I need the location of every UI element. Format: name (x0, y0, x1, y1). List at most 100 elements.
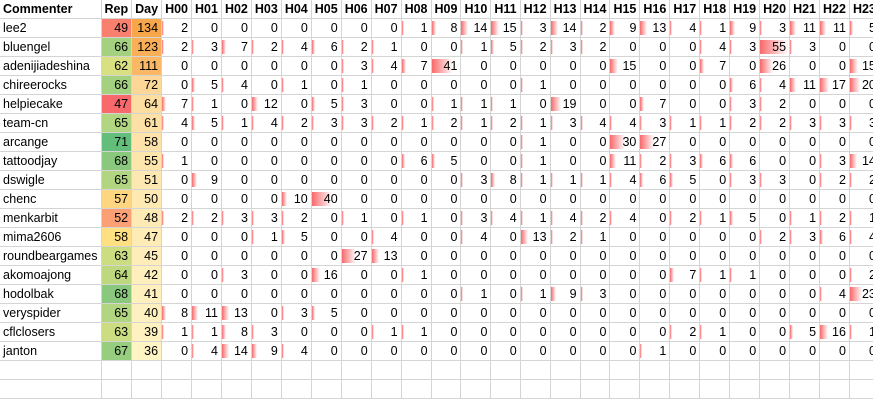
hour-cell[interactable]: 4 (609, 208, 641, 228)
commenter-cell[interactable]: mima2606 (0, 227, 102, 247)
commenter-cell[interactable]: roundbeargames (0, 246, 102, 266)
hour-cell[interactable]: 2 (819, 208, 850, 228)
column-header[interactable]: H16 (639, 0, 671, 19)
hour-cell[interactable]: 0 (699, 246, 731, 266)
hour-cell[interactable]: 11 (191, 303, 222, 323)
column-header[interactable]: H05 (311, 0, 342, 19)
hour-cell[interactable]: 55 (759, 37, 791, 57)
hour-cell[interactable]: 0 (729, 322, 761, 342)
empty-cell[interactable] (849, 379, 873, 399)
hour-cell[interactable]: 0 (431, 170, 462, 190)
hour-cell[interactable]: 5 (311, 94, 342, 114)
hour-cell[interactable]: 7 (221, 37, 252, 57)
hour-cell[interactable]: 2 (281, 113, 312, 133)
hour-cell[interactable]: 7 (401, 56, 432, 76)
hour-cell[interactable]: 0 (550, 189, 581, 209)
hour-cell[interactable]: 0 (401, 37, 432, 57)
hour-cell[interactable]: 0 (191, 246, 222, 266)
hour-cell[interactable]: 0 (819, 94, 850, 114)
hour-cell[interactable]: 4 (609, 113, 641, 133)
day-cell[interactable]: 42 (131, 265, 163, 285)
hour-cell[interactable]: 0 (849, 189, 873, 209)
hour-cell[interactable]: 0 (609, 37, 641, 57)
hour-cell[interactable]: 0 (639, 75, 671, 95)
hour-cell[interactable]: 0 (699, 303, 731, 323)
hour-cell[interactable]: 0 (490, 227, 521, 247)
hour-cell[interactable]: 2 (341, 37, 372, 57)
hour-cell[interactable]: 0 (401, 189, 432, 209)
hour-cell[interactable]: 3 (550, 37, 581, 57)
hour-cell[interactable]: 0 (251, 56, 282, 76)
rep-cell[interactable]: 68 (101, 284, 133, 304)
hour-cell[interactable]: 0 (311, 341, 342, 361)
hour-cell[interactable]: 23 (849, 284, 873, 304)
column-header[interactable]: H03 (251, 0, 282, 19)
commenter-cell[interactable]: tattoodjay (0, 151, 102, 171)
hour-cell[interactable]: 0 (371, 132, 402, 152)
hour-cell[interactable]: 0 (311, 246, 342, 266)
hour-cell[interactable]: 0 (639, 208, 671, 228)
hour-cell[interactable]: 2 (431, 113, 462, 133)
hour-cell[interactable]: 0 (580, 189, 611, 209)
hour-cell[interactable]: 0 (550, 303, 581, 323)
hour-cell[interactable]: 0 (669, 37, 701, 57)
empty-cell[interactable] (251, 379, 282, 399)
hour-cell[interactable]: 0 (161, 56, 193, 76)
hour-cell[interactable]: 0 (849, 94, 873, 114)
hour-cell[interactable]: 1 (699, 18, 731, 38)
hour-cell[interactable]: 0 (669, 94, 701, 114)
hour-cell[interactable]: 0 (251, 303, 282, 323)
hour-cell[interactable]: 4 (759, 75, 791, 95)
hour-cell[interactable]: 0 (431, 37, 462, 57)
hour-cell[interactable]: 0 (789, 132, 821, 152)
hour-cell[interactable]: 0 (520, 265, 551, 285)
hour-cell[interactable]: 2 (580, 37, 611, 57)
column-header[interactable]: H20 (759, 0, 791, 19)
hour-cell[interactable]: 1 (699, 113, 731, 133)
hour-cell[interactable]: 0 (311, 132, 342, 152)
empty-cell[interactable] (401, 360, 432, 380)
day-cell[interactable]: 40 (131, 303, 163, 323)
hour-cell[interactable]: 0 (520, 56, 551, 76)
hour-cell[interactable]: 0 (639, 56, 671, 76)
hour-cell[interactable]: 4 (221, 75, 252, 95)
rep-cell[interactable]: 58 (101, 227, 133, 247)
hour-cell[interactable]: 0 (371, 94, 402, 114)
hour-cell[interactable]: 0 (371, 208, 402, 228)
hour-cell[interactable]: 0 (251, 132, 282, 152)
hour-cell[interactable]: 0 (431, 284, 462, 304)
hour-cell[interactable]: 1 (520, 208, 551, 228)
hour-cell[interactable]: 5 (789, 322, 821, 342)
column-header[interactable]: H06 (341, 0, 372, 19)
hour-cell[interactable]: 1 (639, 341, 671, 361)
hour-cell[interactable]: 2 (669, 322, 701, 342)
hour-cell[interactable]: 2 (849, 170, 873, 190)
hour-cell[interactable]: 0 (221, 94, 252, 114)
hour-cell[interactable]: 0 (550, 246, 581, 266)
hour-cell[interactable]: 19 (550, 94, 581, 114)
hour-cell[interactable]: 0 (311, 56, 342, 76)
hour-cell[interactable]: 0 (431, 75, 462, 95)
hour-cell[interactable]: 0 (550, 56, 581, 76)
hour-cell[interactable]: 8 (490, 170, 521, 190)
column-header[interactable]: H15 (609, 0, 641, 19)
hour-cell[interactable]: 0 (341, 18, 372, 38)
hour-cell[interactable]: 4 (669, 18, 701, 38)
hour-cell[interactable]: 0 (191, 227, 222, 247)
hour-cell[interactable]: 0 (460, 151, 492, 171)
hour-cell[interactable]: 0 (460, 322, 492, 342)
column-header[interactable]: H07 (371, 0, 402, 19)
rep-cell[interactable]: 66 (101, 75, 133, 95)
hour-cell[interactable]: 2 (490, 113, 521, 133)
hour-cell[interactable]: 9 (251, 341, 282, 361)
hour-cell[interactable]: 0 (401, 341, 432, 361)
hour-cell[interactable]: 0 (251, 18, 282, 38)
hour-cell[interactable]: 27 (639, 132, 671, 152)
hour-cell[interactable]: 3 (849, 113, 873, 133)
day-cell[interactable]: 45 (131, 246, 163, 266)
hour-cell[interactable]: 0 (849, 132, 873, 152)
hour-cell[interactable]: 0 (490, 284, 521, 304)
hour-cell[interactable]: 0 (191, 132, 222, 152)
hour-cell[interactable]: 11 (789, 18, 821, 38)
empty-cell[interactable] (161, 360, 193, 380)
